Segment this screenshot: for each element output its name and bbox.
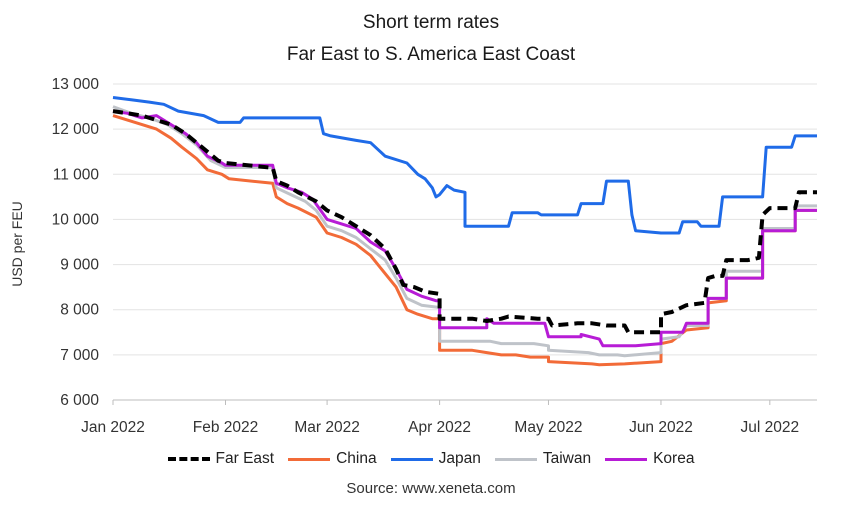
y-tick-label: 8 000 <box>60 302 99 319</box>
legend-label: Japan <box>438 450 481 467</box>
legend-label: Korea <box>653 450 695 467</box>
y-tick-label: 13 000 <box>52 76 100 93</box>
y-tick-label: 6 000 <box>60 392 99 409</box>
legend: Far East China Japan Taiwan Korea <box>0 450 862 468</box>
x-tick-label: Feb 2022 <box>193 419 259 436</box>
legend-swatch <box>494 457 537 461</box>
series-line-far-east <box>112 109 817 335</box>
legend-swatch <box>167 457 210 461</box>
source-note: Source: www.xeneta.com <box>346 480 516 497</box>
y-tick-label: 11 000 <box>53 166 100 183</box>
legend-label: Far East <box>215 450 275 467</box>
legend-swatch <box>605 457 648 461</box>
legend-swatch <box>288 457 331 461</box>
x-tick-label: Mar 2022 <box>294 419 359 436</box>
legend-item: Japan <box>390 450 481 468</box>
x-tick-label: Jun 2022 <box>629 419 693 436</box>
y-tick-label: 7 000 <box>60 347 99 364</box>
legend-label: China <box>336 450 377 467</box>
y-tick-label: 12 000 <box>52 121 100 138</box>
series-line-korea <box>112 109 817 348</box>
legend-item: Taiwan <box>494 450 592 468</box>
y-tick-label: 9 000 <box>60 257 99 274</box>
x-tick-labels: Jan 2022 Feb 2022 Mar 2022 Apr 2022 May 2022… <box>81 419 799 436</box>
x-tick-label: Jul 2022 <box>741 419 800 436</box>
legend-item: Far East <box>167 450 275 468</box>
series-line-japan <box>112 96 817 235</box>
legend-item: China <box>288 450 377 468</box>
legend-label: Taiwan <box>542 450 592 467</box>
gridlines <box>112 83 817 405</box>
series-line-taiwan <box>112 105 817 358</box>
series-lines <box>112 96 817 367</box>
chart-title: Short term rates <box>362 12 500 33</box>
y-tick-label: 10 000 <box>52 211 100 228</box>
chart-subtitle: Far East to S. America East Coast <box>286 44 576 65</box>
x-tick-label: Apr 2022 <box>408 419 471 436</box>
y-tick-labels: 6 000 7 000 8 000 9 000 10 000 11 000 12 000 13… <box>52 76 100 409</box>
legend-item: Korea <box>605 450 694 468</box>
legend-swatch <box>390 457 433 461</box>
x-tick-label: Jan 2022 <box>81 419 145 436</box>
x-tick-label: May 2022 <box>514 419 582 436</box>
